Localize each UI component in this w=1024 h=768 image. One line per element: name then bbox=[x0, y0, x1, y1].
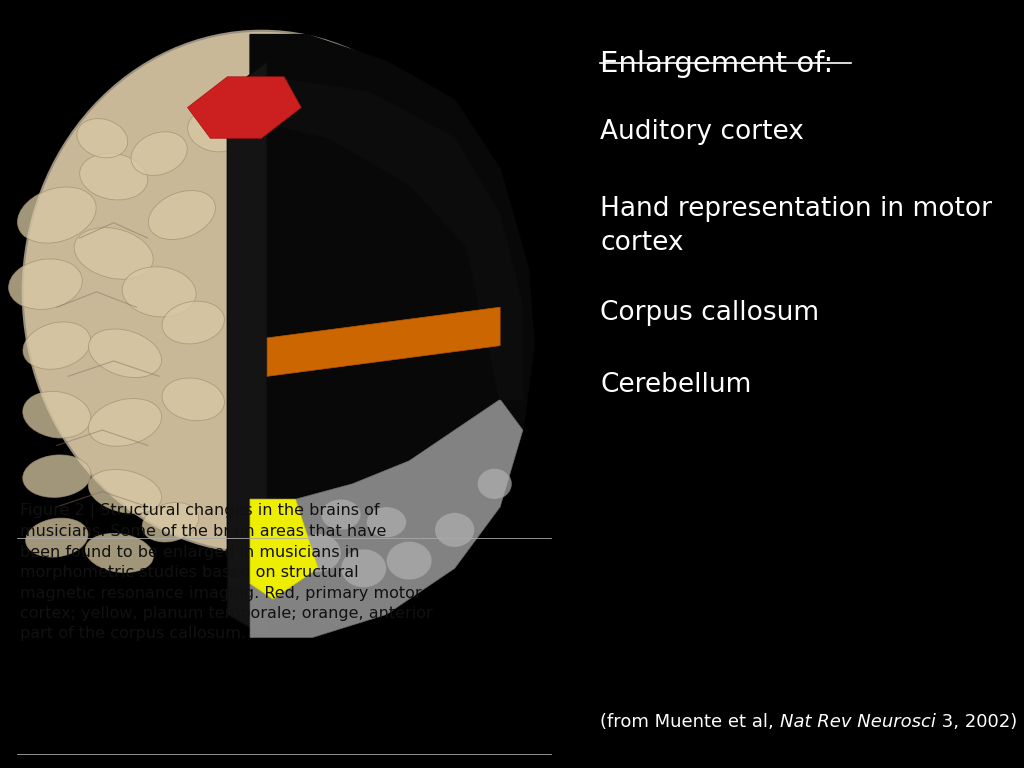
Text: Enlargement of:: Enlargement of: bbox=[600, 50, 834, 78]
Ellipse shape bbox=[322, 499, 360, 530]
Polygon shape bbox=[187, 77, 301, 138]
Ellipse shape bbox=[435, 513, 474, 547]
Text: 3, 2002): 3, 2002) bbox=[936, 713, 1017, 731]
Ellipse shape bbox=[88, 469, 162, 514]
Ellipse shape bbox=[296, 534, 341, 572]
Ellipse shape bbox=[367, 507, 407, 538]
Ellipse shape bbox=[162, 301, 224, 344]
Ellipse shape bbox=[131, 132, 187, 175]
Ellipse shape bbox=[23, 322, 91, 369]
Text: Cerebellum: Cerebellum bbox=[600, 372, 752, 399]
Polygon shape bbox=[227, 61, 267, 637]
Text: Hand representation in motor
cortex: Hand representation in motor cortex bbox=[600, 196, 992, 256]
Ellipse shape bbox=[8, 259, 82, 310]
Ellipse shape bbox=[142, 502, 199, 542]
Ellipse shape bbox=[162, 378, 224, 421]
Ellipse shape bbox=[148, 190, 215, 240]
Ellipse shape bbox=[187, 109, 245, 152]
Ellipse shape bbox=[17, 187, 96, 243]
Ellipse shape bbox=[23, 31, 500, 553]
Polygon shape bbox=[250, 35, 535, 637]
Text: Auditory cortex: Auditory cortex bbox=[600, 119, 804, 145]
Ellipse shape bbox=[26, 518, 88, 557]
Text: Figure 2 | Structural changes in the brains of
musicians. Some of the brain area: Figure 2 | Structural changes in the bra… bbox=[19, 503, 433, 641]
Ellipse shape bbox=[341, 549, 386, 588]
Polygon shape bbox=[267, 77, 523, 399]
Ellipse shape bbox=[80, 154, 147, 200]
Text: Nat Rev Neurosci: Nat Rev Neurosci bbox=[779, 713, 936, 731]
Ellipse shape bbox=[88, 329, 162, 378]
Ellipse shape bbox=[88, 399, 162, 446]
Ellipse shape bbox=[74, 227, 154, 280]
Ellipse shape bbox=[23, 455, 91, 498]
Polygon shape bbox=[250, 499, 318, 599]
Ellipse shape bbox=[77, 118, 128, 158]
Ellipse shape bbox=[85, 534, 154, 572]
Ellipse shape bbox=[477, 468, 512, 499]
Polygon shape bbox=[267, 307, 500, 376]
Text: Corpus callosum: Corpus callosum bbox=[600, 300, 819, 326]
Text: (from Muente et al,: (from Muente et al, bbox=[600, 713, 779, 731]
Polygon shape bbox=[250, 399, 523, 637]
Ellipse shape bbox=[23, 392, 91, 438]
Ellipse shape bbox=[386, 541, 432, 580]
Ellipse shape bbox=[122, 266, 196, 317]
